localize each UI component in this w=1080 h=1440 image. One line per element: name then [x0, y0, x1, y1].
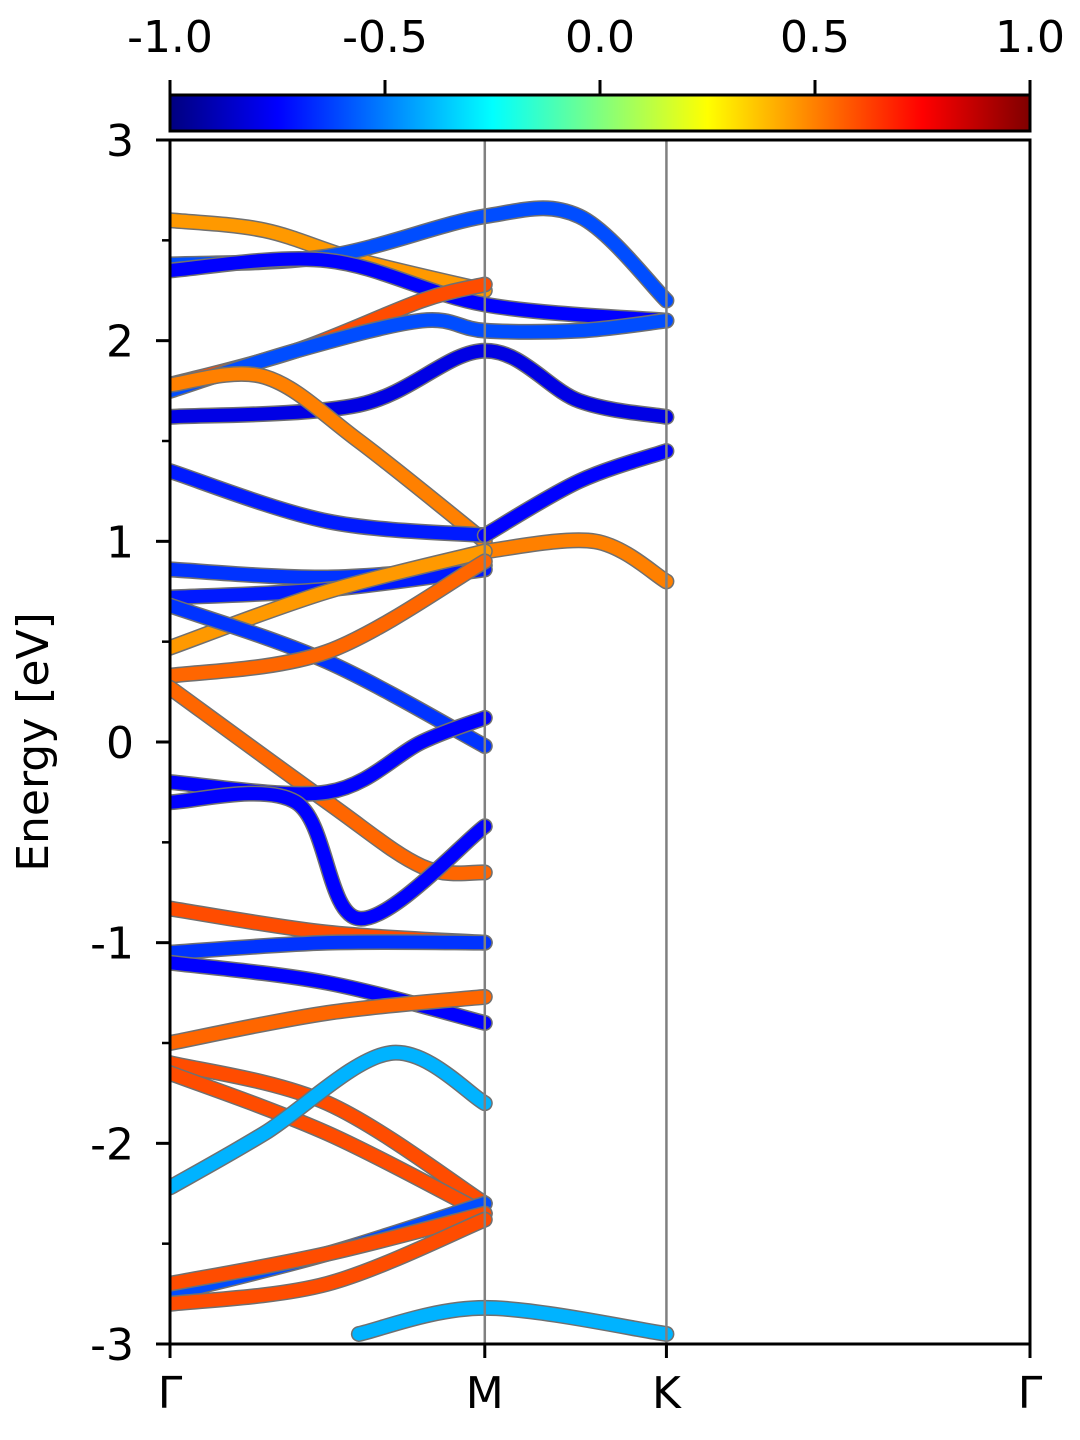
band-line — [170, 1046, 492, 1194]
band-line — [170, 787, 492, 926]
y-tick-label: -2 — [90, 1119, 134, 1170]
x-tick-label: Γ — [1018, 1368, 1043, 1419]
band-line — [478, 444, 673, 542]
x-tick-label: Γ — [158, 1368, 183, 1419]
band-line — [170, 554, 492, 683]
y-axis-ticks: 3 2 1 0 -1 -2 -3 — [90, 116, 170, 1371]
high-symmetry-lines — [483, 140, 668, 1344]
colorbar-ticks: -1.0 -0.5 0.0 0.5 1.0 — [127, 12, 1065, 95]
band-line — [170, 213, 492, 297]
colorbar-tick-label: -1.0 — [127, 12, 213, 63]
bands — [170, 200, 675, 1342]
band-line — [170, 1056, 492, 1211]
y-tick-label: 3 — [106, 116, 134, 167]
colorbar-tick-label: 1.0 — [995, 12, 1065, 63]
band-line — [170, 681, 492, 880]
colorbar-tick-label: 0.5 — [780, 12, 850, 63]
band-line — [170, 344, 673, 424]
band-line — [170, 935, 492, 960]
band-line — [170, 367, 492, 548]
band-line — [170, 252, 673, 328]
y-tick-label: 1 — [106, 517, 134, 568]
band-line — [170, 544, 492, 655]
band-line — [170, 956, 492, 1030]
band-line — [170, 1066, 492, 1221]
band-line — [170, 990, 492, 1050]
colorbar-tick-label: -0.5 — [342, 12, 428, 63]
band-line — [352, 1301, 673, 1341]
y-axis-label: Energy [eV] — [8, 612, 59, 872]
y-tick-label: -1 — [90, 919, 134, 970]
band-line — [170, 464, 492, 542]
band-line — [170, 313, 673, 398]
x-tick-label: M — [466, 1368, 504, 1419]
y-tick-label: 0 — [106, 718, 134, 769]
band-line — [170, 1213, 492, 1311]
band-line — [478, 533, 673, 588]
colorbar — [168, 93, 1032, 133]
x-tick-label: K — [652, 1368, 682, 1419]
colorbar-tick-label: 0.0 — [565, 12, 635, 63]
y-tick-label: -3 — [90, 1320, 134, 1371]
y-tick-label: 2 — [106, 317, 134, 368]
band-line — [170, 1207, 492, 1291]
